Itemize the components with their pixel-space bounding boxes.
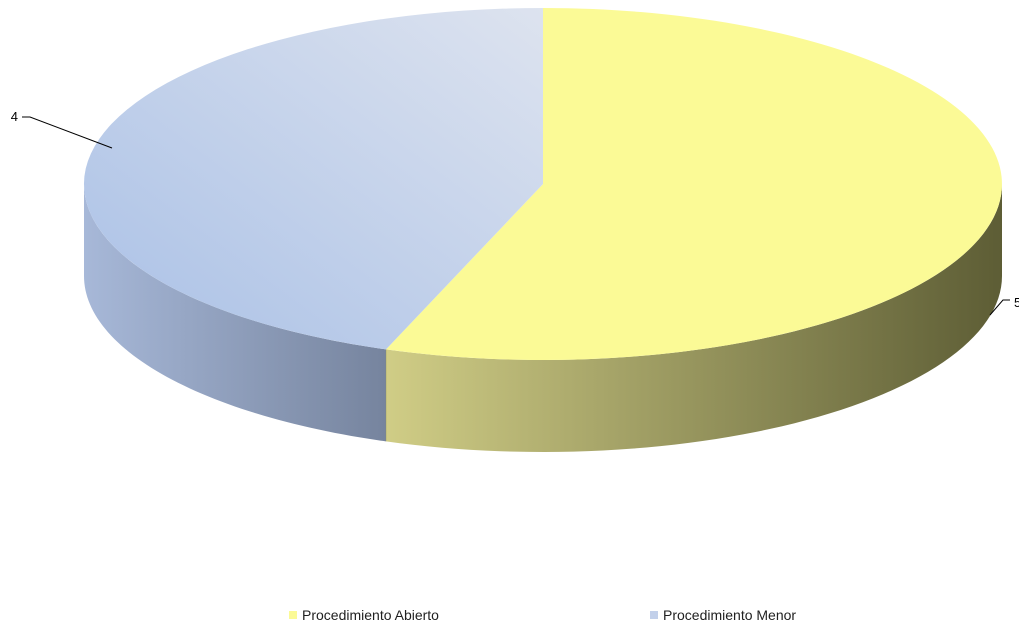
data-label-procedimiento-abierto: 5: [1014, 295, 1019, 310]
pie-chart-plot: 54: [11, 7, 1019, 452]
legend-swatch-procedimiento-menor: [650, 611, 658, 619]
pie-slice-procedimiento-abierto: [386, 8, 1002, 360]
legend-swatch-procedimiento-abierto: [289, 611, 297, 619]
pie-side-procedimiento-menor: [84, 184, 387, 442]
legend-label-procedimiento-abierto: Procedimiento Abierto: [302, 607, 439, 623]
pie-slice-procedimiento-menor: [83, 7, 544, 350]
data-label-procedimiento-menor: 4: [11, 109, 18, 124]
legend-item-procedimiento-abierto: Procedimiento Abierto: [289, 607, 439, 623]
legend-item-procedimiento-menor: Procedimiento Menor: [650, 607, 796, 623]
leader-line-procedimiento-menor: [22, 116, 113, 149]
leader-line-procedimiento-abierto: [989, 299, 1010, 316]
chart-legend: Procedimiento Abierto Procedimiento Meno…: [0, 607, 1019, 629]
pie-side-procedimiento-abierto: [386, 184, 1002, 452]
legend-label-procedimiento-menor: Procedimiento Menor: [663, 607, 797, 623]
